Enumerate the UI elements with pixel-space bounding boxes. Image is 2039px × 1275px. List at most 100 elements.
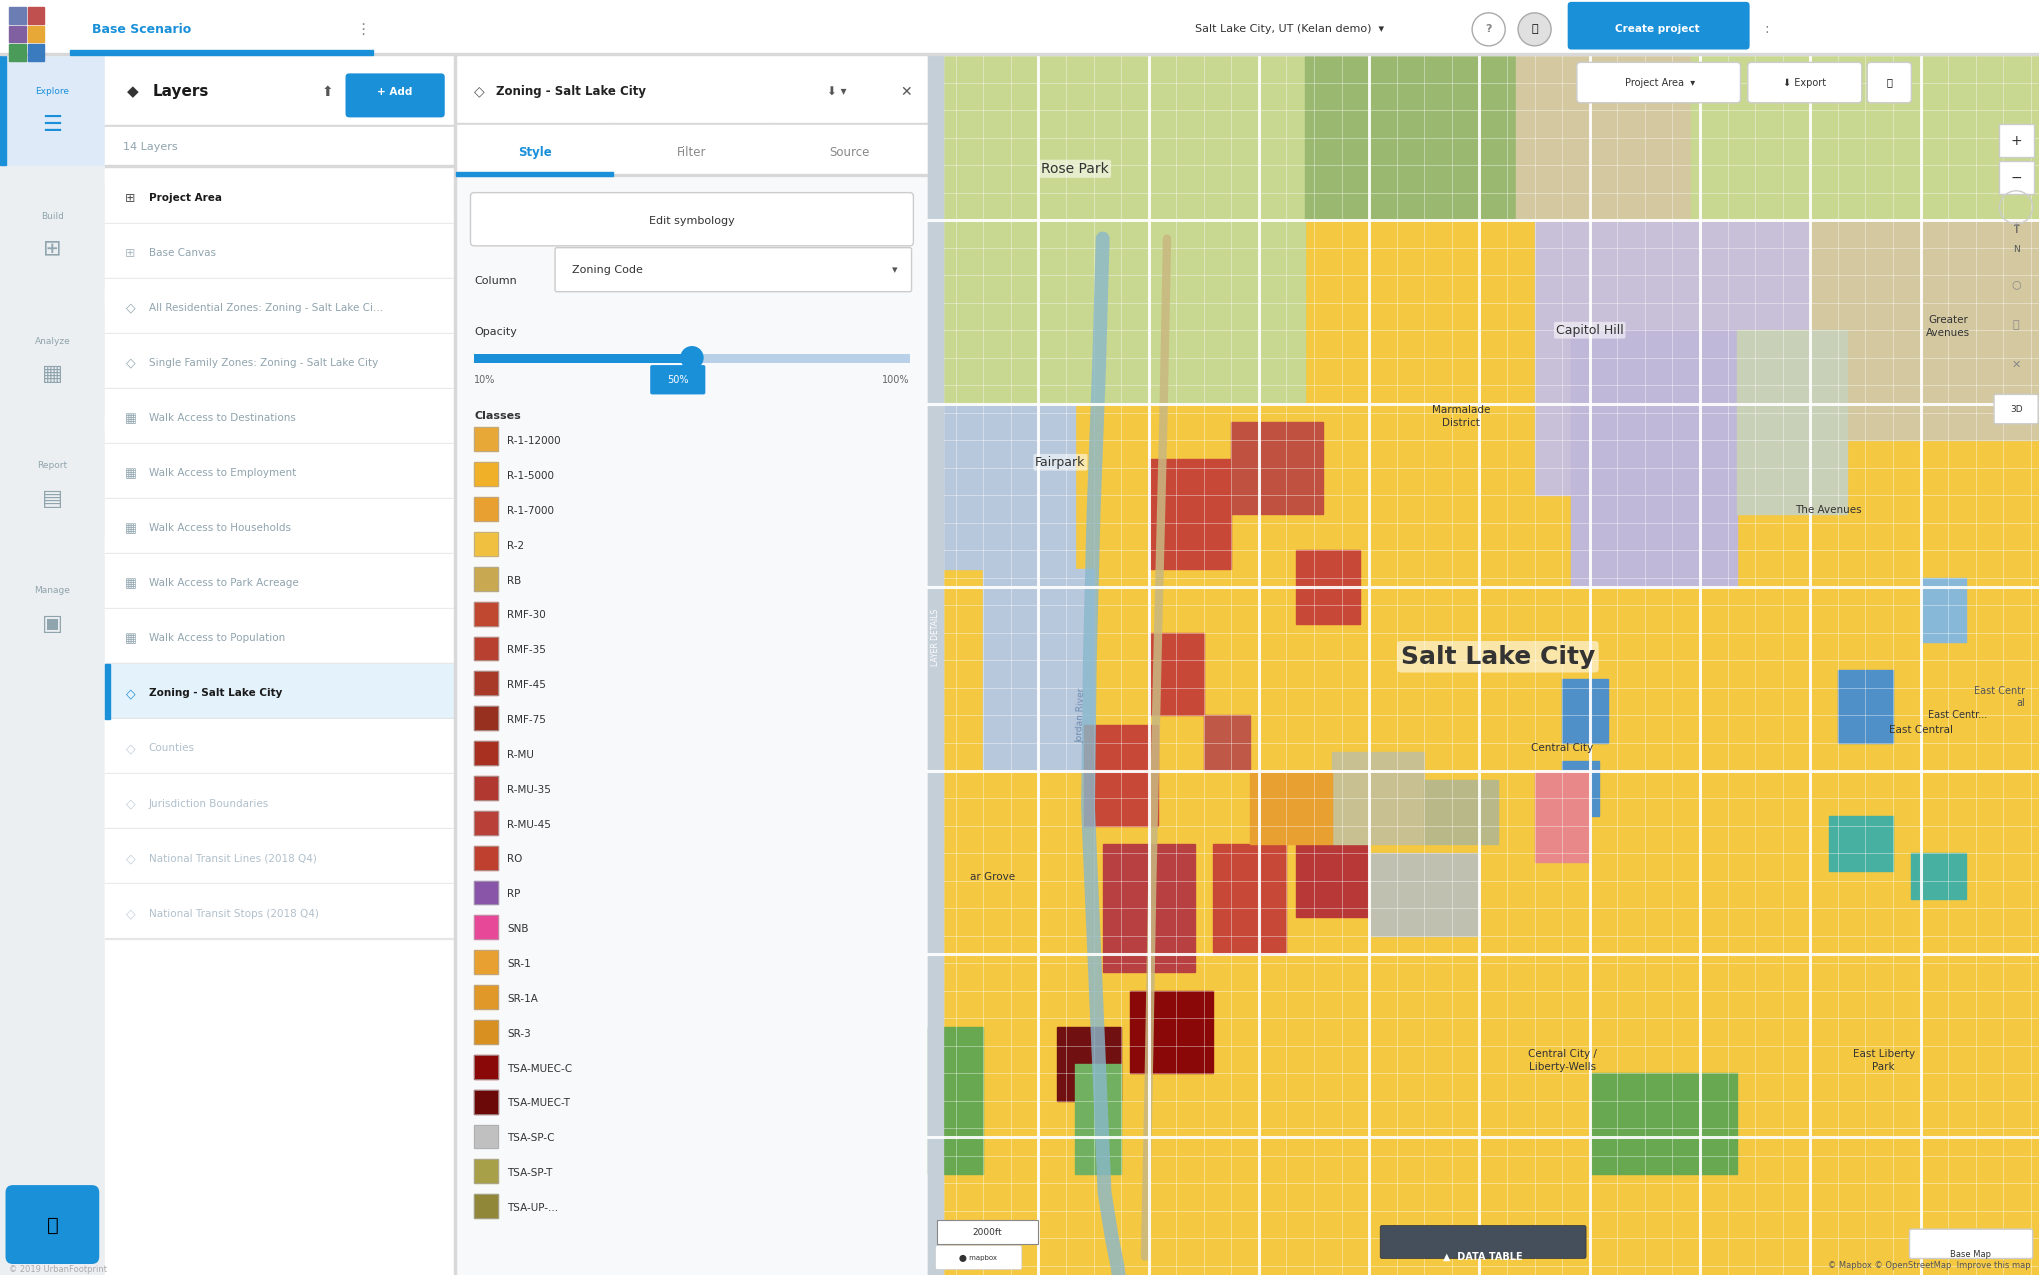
FancyBboxPatch shape [1998, 161, 2033, 194]
Text: 10%: 10% [473, 375, 495, 385]
Bar [473, 427, 498, 451]
Bar [473, 354, 909, 363]
Text: Create project: Create project [1615, 24, 1698, 34]
Bar [1690, 55, 2039, 221]
Text: RMF-30: RMF-30 [508, 611, 546, 621]
Bar [473, 1090, 498, 1113]
Bar [1735, 330, 1845, 514]
FancyBboxPatch shape [650, 365, 705, 394]
FancyBboxPatch shape [471, 193, 913, 246]
Bar [0, 180, 104, 289]
Text: Rose Park: Rose Park [1040, 162, 1109, 176]
Bar [473, 1159, 498, 1183]
Text: Base Map: Base Map [1949, 1251, 1990, 1260]
Text: Source: Source [828, 145, 869, 159]
Text: ▦: ▦ [124, 521, 137, 534]
Bar [1056, 1028, 1121, 1100]
Text: Column: Column [473, 275, 516, 286]
Bar [104, 164, 455, 167]
Text: ▦: ▦ [124, 576, 137, 590]
Text: ◇: ◇ [126, 357, 135, 370]
Text: ⊞: ⊞ [124, 246, 137, 260]
Text: R-1-5000: R-1-5000 [508, 470, 555, 481]
Text: Manage: Manage [35, 586, 69, 595]
Bar [10, 8, 27, 24]
Text: R-2: R-2 [508, 541, 524, 551]
Bar [473, 354, 691, 363]
Bar [1295, 825, 1368, 917]
Bar [473, 915, 498, 940]
Text: Capitol Hill: Capitol Hill [1556, 324, 1623, 337]
Bar [0, 54, 2039, 55]
Text: Walk Access to Population: Walk Access to Population [149, 634, 285, 644]
Text: East Centr
al: East Centr al [1974, 686, 2025, 708]
FancyBboxPatch shape [345, 74, 445, 117]
Text: Project Area: Project Area [149, 193, 222, 203]
Bar [1368, 853, 1478, 936]
Bar [473, 532, 498, 556]
Bar [1827, 816, 1892, 871]
Bar [473, 950, 498, 974]
Text: ar Grove: ar Grove [969, 872, 1015, 882]
Bar [104, 279, 455, 334]
Bar [1213, 844, 1287, 954]
Bar [473, 427, 498, 451]
Bar [473, 881, 498, 904]
Bar [69, 0, 373, 55]
Text: Base Scenario: Base Scenario [92, 23, 192, 36]
Bar [1331, 752, 1423, 844]
Text: ⋮: ⋮ [355, 22, 369, 37]
Text: 👤: 👤 [1531, 24, 1537, 34]
Text: R-1-12000: R-1-12000 [508, 436, 561, 446]
Text: National Transit Lines (2018 Q4): National Transit Lines (2018 Q4) [149, 853, 316, 863]
FancyBboxPatch shape [1747, 62, 1862, 103]
Bar [1250, 770, 1331, 844]
Text: Edit symbology: Edit symbology [648, 215, 734, 226]
Bar [928, 55, 1305, 404]
Text: TSA-MUEC-T: TSA-MUEC-T [508, 1099, 571, 1108]
Bar [473, 986, 498, 1009]
Text: ▤: ▤ [43, 490, 63, 509]
Bar [473, 845, 498, 870]
Text: Filter: Filter [677, 145, 705, 159]
Text: Marmalade
District: Marmalade District [1431, 405, 1491, 427]
Bar [104, 885, 455, 940]
Bar [29, 8, 45, 24]
Bar [473, 811, 498, 835]
Bar [928, 55, 942, 1275]
Text: TSA-UP-...: TSA-UP-... [508, 1204, 559, 1213]
Text: Central City /
Liberty-Wells: Central City / Liberty-Wells [1527, 1049, 1597, 1071]
Bar [473, 1054, 498, 1079]
Bar [983, 569, 1093, 770]
Bar [1919, 578, 1966, 643]
Text: Opacity: Opacity [473, 328, 516, 337]
Bar [928, 55, 2039, 1275]
Text: SNB: SNB [508, 924, 528, 935]
Text: RMF-35: RMF-35 [508, 645, 546, 655]
Bar [473, 567, 498, 590]
Bar [473, 1195, 498, 1218]
Bar [0, 55, 6, 164]
Bar [104, 774, 455, 829]
Bar [1515, 55, 1690, 221]
Bar [104, 389, 455, 444]
Bar [1423, 780, 1497, 844]
Text: RP: RP [508, 890, 520, 899]
Text: ▦: ▦ [124, 467, 137, 479]
Text: ▲  DATA TABLE: ▲ DATA TABLE [1444, 1252, 1523, 1262]
Bar [928, 404, 1075, 569]
Bar [1148, 632, 1203, 715]
Bar [1570, 330, 1735, 586]
Text: 50%: 50% [667, 375, 689, 385]
Text: + Add: + Add [377, 87, 412, 97]
Text: ▦: ▦ [124, 632, 137, 645]
Text: SR-1: SR-1 [508, 959, 530, 969]
Bar [104, 664, 110, 719]
Bar [455, 55, 942, 1275]
Bar [104, 719, 455, 774]
Text: 📷: 📷 [1886, 78, 1892, 88]
Bar [0, 55, 104, 164]
Text: Jurisdiction Boundaries: Jurisdiction Boundaries [149, 798, 269, 808]
Bar [473, 1159, 498, 1183]
Text: Walk Access to Park Acreage: Walk Access to Park Acreage [149, 579, 298, 588]
